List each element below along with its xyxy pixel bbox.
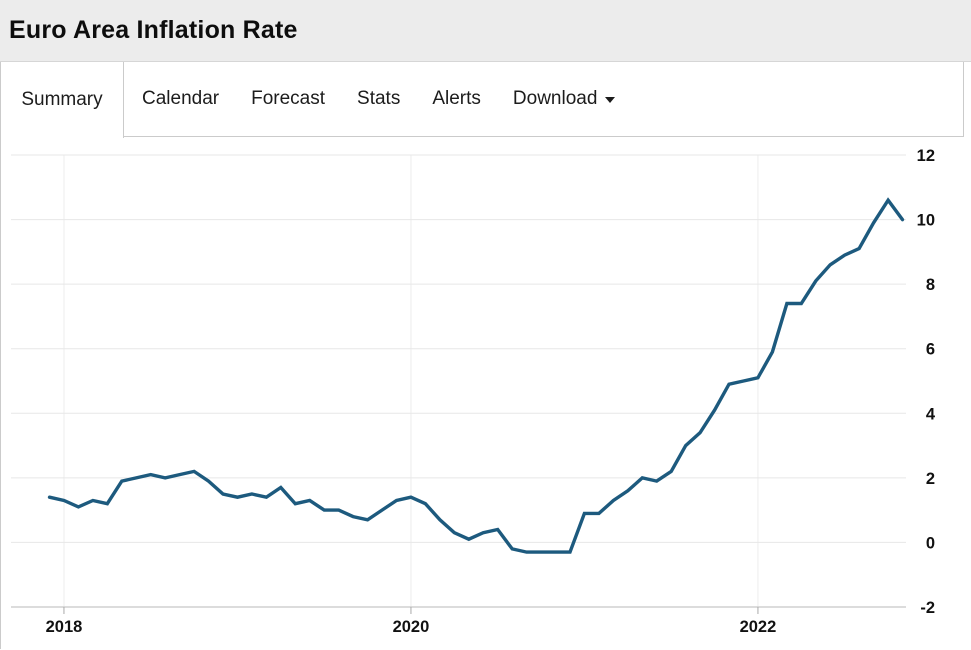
tab-forecast[interactable]: Forecast [237,88,339,110]
inflation-line [47,197,905,554]
tab-bar: Summary Calendar Forecast Stats Alerts D… [1,62,964,138]
x-axis-ticks [63,607,759,614]
tab-stats-label: Stats [357,88,401,109]
svg-text:-2: -2 [920,599,935,617]
page-header: Euro Area Inflation Rate [0,0,971,62]
horizontal-gridlines [11,154,906,608]
tab-alerts[interactable]: Alerts [418,88,495,110]
tab-download[interactable]: Download [499,88,630,110]
svg-text:6: 6 [926,341,935,359]
vertical-gridlines [63,155,759,607]
tab-summary[interactable]: Summary [1,62,124,138]
svg-text:4: 4 [926,405,936,423]
page-title: Euro Area Inflation Rate [9,16,298,44]
tab-calendar[interactable]: Calendar [128,88,233,110]
svg-text:2018: 2018 [46,618,83,636]
tab-alerts-label: Alerts [432,88,481,109]
tab-summary-label: Summary [21,89,103,110]
tab-forecast-label: Forecast [251,88,326,109]
chart-canvas[interactable]: 12 10 8 6 4 2 0 -2 2018 2020 2022 [1,137,971,649]
svg-text:10: 10 [917,212,935,230]
svg-text:2: 2 [926,470,935,488]
svg-text:0: 0 [926,534,935,552]
tab-stats[interactable]: Stats [343,88,414,110]
svg-text:2020: 2020 [393,618,430,636]
tab-download-label: Download [512,88,598,109]
content-box: Summary Calendar Forecast Stats Alerts D… [0,62,971,649]
svg-text:8: 8 [926,276,935,294]
y-axis-labels: 12 10 8 6 4 2 0 -2 [917,147,936,617]
tab-calendar-label: Calendar [142,88,220,109]
inflation-chart: 12 10 8 6 4 2 0 -2 2018 2020 2022 [1,137,971,649]
svg-text:2022: 2022 [740,618,777,636]
svg-text:12: 12 [917,147,935,165]
caret-down-icon [605,97,616,103]
x-axis-labels: 2018 2020 2022 [46,618,777,636]
